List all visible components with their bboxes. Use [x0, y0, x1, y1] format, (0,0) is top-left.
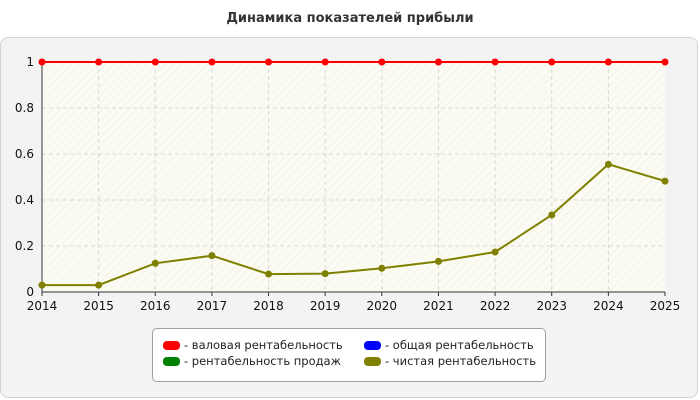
series-point-3 [661, 177, 669, 185]
x-tick-label: 2014 [27, 299, 58, 313]
series-point-3 [604, 160, 612, 168]
legend-swatch-gross [163, 340, 180, 350]
series-point-3 [95, 281, 103, 289]
x-tick-label: 2022 [480, 299, 511, 313]
y-tick-label: 0.6 [15, 147, 34, 161]
y-tick-label: 0.4 [15, 193, 34, 207]
series-point-0 [378, 58, 386, 66]
x-tick-label: 2019 [310, 299, 341, 313]
legend-label-gross: - валовая рентабельность [184, 338, 343, 352]
x-tick-label: 2017 [197, 299, 228, 313]
y-tick-label: 0 [26, 285, 34, 299]
series-point-0 [321, 58, 329, 66]
legend-label-net: - чистая рентабельность [385, 354, 537, 368]
legend-item-sales[interactable]: - рентабельность продаж [163, 354, 341, 368]
series-point-0 [434, 58, 442, 66]
series-point-3 [208, 252, 216, 260]
series-point-0 [604, 58, 612, 66]
series-point-3 [321, 270, 329, 278]
legend: - валовая рентабельность - общая рентабе… [152, 328, 546, 382]
series-line-3 [42, 163, 666, 287]
series-point-0 [661, 58, 669, 66]
chart-title: Динамика показателей прибыли [226, 11, 474, 26]
plot-background [42, 62, 665, 292]
x-tick-label: 2020 [367, 299, 398, 313]
x-tick-label: 2015 [83, 299, 114, 313]
x-tick-label: 2025 [650, 299, 681, 313]
legend-item-total[interactable]: - общая рентабельность [364, 338, 534, 352]
x-tick-label: 2023 [536, 299, 567, 313]
series-point-3 [265, 270, 273, 278]
x-tick-label: 2018 [253, 299, 284, 313]
legend-swatch-total [364, 340, 381, 350]
series-point-3 [434, 257, 442, 265]
x-tick-label: 2016 [140, 299, 171, 313]
series-point-3 [548, 211, 556, 219]
series-point-0 [491, 58, 499, 66]
y-tick-label: 1 [26, 55, 34, 69]
legend-label-total: - общая рентабельность [385, 338, 534, 352]
legend-item-net[interactable]: - чистая рентабельность [364, 354, 536, 368]
legend-swatch-net [364, 356, 381, 366]
series-point-3 [378, 264, 386, 272]
series-point-0 [38, 58, 46, 66]
x-tick-label: 2021 [423, 299, 454, 313]
series-point-0 [265, 58, 273, 66]
legend-item-gross[interactable]: - валовая рентабельность [163, 338, 343, 352]
legend-swatch-sales [163, 356, 180, 366]
legend-label-sales: - рентабельность продаж [184, 354, 341, 368]
series-point-3 [38, 281, 46, 289]
y-tick-label: 0.8 [15, 101, 34, 115]
series-point-0 [208, 58, 216, 66]
series-point-0 [548, 58, 556, 66]
series-point-3 [151, 259, 159, 267]
plot-area: 0 0.2 0.4 0.6 0.8 1 2014 2015 2016 2017 2018 2019 20… [15, 55, 680, 313]
series-point-3 [491, 248, 499, 256]
x-tick-label: 2024 [593, 299, 624, 313]
series-point-0 [95, 58, 103, 66]
y-tick-label: 0.2 [15, 239, 34, 253]
series-point-0 [151, 58, 159, 66]
